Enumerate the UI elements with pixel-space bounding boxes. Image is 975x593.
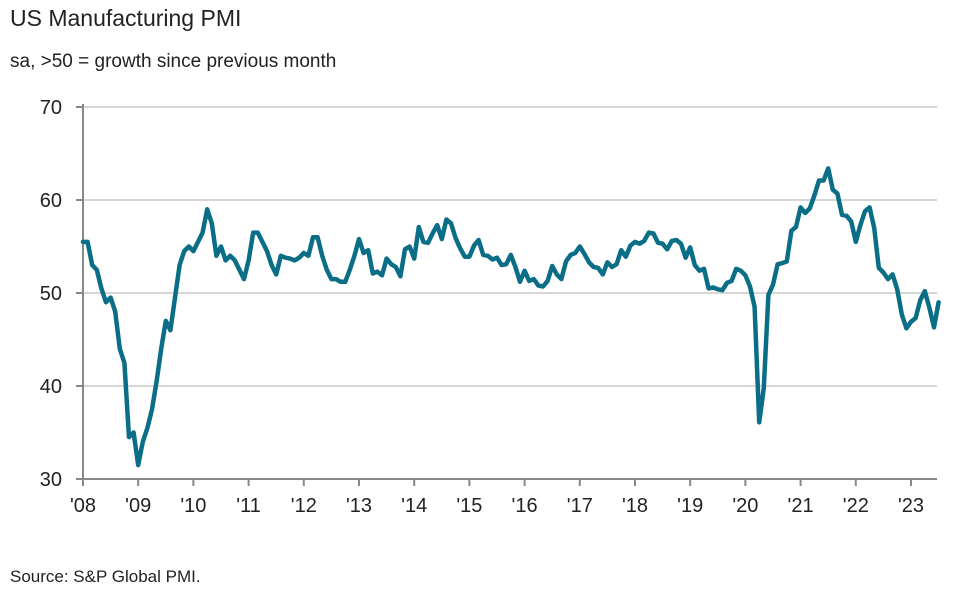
y-tick-label: 40	[40, 376, 62, 398]
source-note: Source: S&P Global PMI.	[10, 567, 201, 586]
x-tick-label: '14	[401, 495, 427, 517]
x-tick-label: '21	[788, 495, 814, 517]
x-tick-label: '11	[236, 495, 261, 517]
x-tick-label: '18	[622, 495, 648, 517]
y-tick-label: 30	[40, 469, 62, 491]
x-tick-label: '19	[677, 495, 703, 517]
x-tick-label: '22	[843, 495, 869, 517]
x-tick-label: '17	[567, 495, 593, 517]
x-tick-label: '08	[70, 495, 96, 517]
chart-subtitle: sa, >50 = growth since previous month	[10, 51, 336, 72]
chart-title: US Manufacturing PMI	[10, 5, 241, 31]
x-tick-label: '20	[732, 495, 758, 517]
x-tick-label: '10	[180, 495, 206, 517]
gridlines	[83, 106, 937, 387]
x-tick-label: '13	[346, 495, 372, 517]
y-tick-label: 60	[40, 190, 62, 212]
x-tick-label: '23	[898, 495, 924, 517]
x-tick-label: '16	[512, 495, 538, 517]
y-tick-label: 50	[40, 283, 62, 305]
x-axis-ticks: '08 '09 '10 '11 '12 '13 '14 '15 '16 '17 '18 '19 '20 '…	[70, 479, 924, 517]
x-tick-label: '09	[125, 495, 151, 517]
x-tick-label: '15	[456, 495, 482, 517]
x-tick-label: '12	[291, 495, 317, 517]
y-tick-label: 70	[40, 97, 62, 119]
series-group	[80, 166, 941, 468]
y-axis-ticks: 70 60 50 40 30	[40, 97, 83, 491]
pmi-series-line	[80, 166, 941, 468]
